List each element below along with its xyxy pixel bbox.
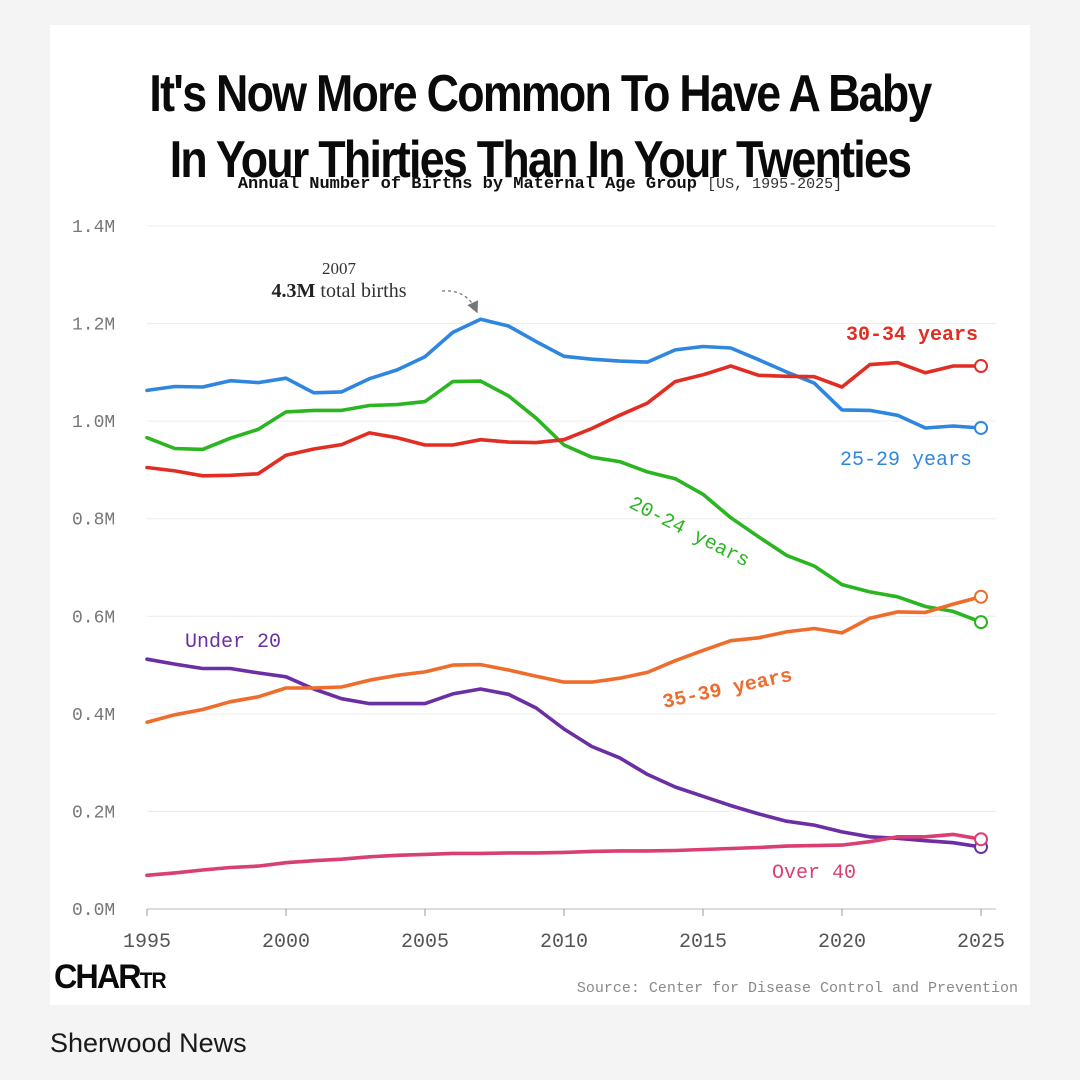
annotation-arrow: [441, 290, 479, 314]
chart-title-line-2: In Your Thirties Than In Your Twenties: [169, 131, 912, 189]
y-tick-label: 1.0M: [72, 413, 115, 433]
footer-brand: Sherwood News: [50, 1028, 247, 1058]
series-label-under-20: Under 20: [185, 631, 281, 654]
y-tick-label: 0.4M: [72, 706, 115, 726]
chart-title: It's Now More Common To Have A Baby In Y…: [119, 61, 962, 193]
series-line-35-39-years: [145, 594, 983, 725]
x-tick-label: 2010: [540, 931, 588, 954]
y-tick-label: 1.2M: [72, 316, 115, 336]
end-marker-30-34-years: [974, 359, 988, 374]
series-line-under-20: [145, 657, 983, 849]
end-marker-35-39-years: [974, 589, 988, 604]
end-marker-over-40: [974, 832, 988, 847]
line-chart: 0.0M 0.2M 0.4M 0.6M 0.8M 1.0M 1.2M 1.4M 1995 2000…: [72, 218, 1005, 954]
series-label-over-40: Over 40: [772, 862, 856, 885]
x-tick-label: 2025: [957, 931, 1005, 954]
x-tick-label: 1995: [123, 931, 171, 954]
chart-card: It's Now More Common To Have A Baby In Y…: [50, 25, 1030, 1005]
y-tick-label: 0.8M: [72, 511, 115, 531]
y-tick-label: 0.2M: [72, 803, 115, 823]
annotation-year: 2007: [322, 259, 357, 278]
annotation-caption: total births: [315, 280, 406, 302]
series-line-25-29-years: [145, 317, 983, 430]
annotation-bold-value: 4.3M: [272, 280, 316, 302]
chart-subtitle: Annual Number of Births by Maternal Age …: [50, 175, 1030, 194]
x-tick-label: 2020: [818, 931, 866, 954]
series-label-30-34-years: 30-34 years: [846, 324, 978, 347]
x-tick-label: 2000: [262, 931, 310, 954]
y-tick-label: 1.4M: [72, 218, 115, 238]
chart-subtitle-range: [US, 1995-2025]: [707, 176, 843, 193]
chart-subtitle-text: Annual Number of Births by Maternal Age …: [237, 175, 697, 194]
series-label-20-24-years: 20-24 years: [625, 493, 753, 573]
y-tick-label: 0.6M: [72, 608, 115, 628]
annotation-text: 4.3M total births: [272, 280, 407, 302]
series-label-35-39-years: 35-39 years: [661, 665, 795, 715]
series-line-30-34-years: [145, 360, 983, 478]
x-tick-label: 2005: [401, 931, 449, 954]
chartr-logo: CHARTR: [54, 958, 167, 996]
series-line-20-24-years: [145, 379, 983, 624]
chart-title-line-1: It's Now More Common To Have A Baby: [149, 65, 932, 123]
series-line-over-40: [145, 832, 983, 878]
source-note: Source: Center for Disease Control and P…: [576, 980, 1018, 997]
end-marker-20-24-years: [974, 615, 988, 630]
series-label-25-29-years: 25-29 years: [840, 449, 972, 472]
end-marker-25-29-years: [974, 420, 988, 435]
x-tick-label: 2015: [679, 931, 727, 954]
y-tick-label: 0.0M: [72, 901, 115, 921]
